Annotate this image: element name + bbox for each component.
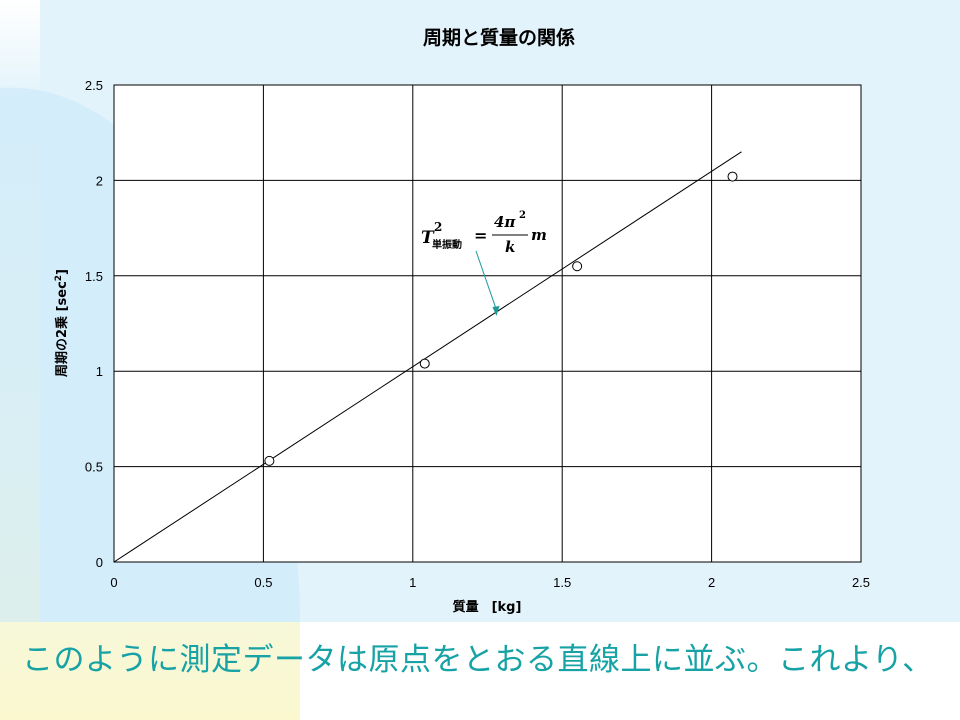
y-axis-label-sup: 2 xyxy=(54,275,64,281)
formula-numerator: 4π xyxy=(494,213,516,231)
plot-border xyxy=(113,84,862,563)
formula-m: m xyxy=(531,226,547,244)
x-tick-label: 0 xyxy=(110,575,117,590)
data-point xyxy=(572,261,583,272)
data-point xyxy=(419,358,430,369)
formula-annotation: T 2 単振動 = 4π 2 k m xyxy=(421,210,547,316)
formula-denominator: k xyxy=(505,238,515,256)
formula-T: T xyxy=(421,228,435,248)
y-axis-label-main: 周期の2乗 [sec xyxy=(54,281,70,377)
formula-T-sup: 2 xyxy=(434,220,442,234)
x-axis-label: 質量 [kg] xyxy=(453,599,522,615)
data-points xyxy=(264,171,738,466)
plot-area xyxy=(114,85,861,562)
chart-title: 周期と質量の関係 xyxy=(423,26,575,49)
y-tick-label: 2.5 xyxy=(85,78,103,93)
formula-equals: = xyxy=(474,226,487,245)
y-axis-label-end: ] xyxy=(55,269,70,275)
y-axis-label: 周期の2乗 [sec2] xyxy=(54,269,70,377)
y-tick-label: 0 xyxy=(96,555,103,570)
formula-numerator-sup: 2 xyxy=(519,210,526,221)
x-tick-label: 1 xyxy=(409,575,416,590)
data-point xyxy=(264,455,275,466)
x-tick-label: 2 xyxy=(708,575,715,590)
grid xyxy=(114,85,861,562)
y-tick-label: 1 xyxy=(96,364,103,379)
y-tick-label: 0.5 xyxy=(85,460,103,475)
y-axis-ticks: 0 0.5 1 1.5 2 2.5 xyxy=(85,78,103,570)
data-point xyxy=(727,171,738,182)
fit-line-group xyxy=(113,151,742,563)
x-tick-label: 1.5 xyxy=(553,575,571,590)
y-tick-label: 1.5 xyxy=(85,269,103,284)
x-axis-ticks: 0 0.5 1 1.5 2 2.5 xyxy=(110,575,870,590)
y-tick-label: 2 xyxy=(96,173,103,188)
fit-line xyxy=(113,151,742,563)
formula-arrow xyxy=(475,250,497,311)
chart: 0 0.5 1 1.5 2 2.5 0 0.5 1 1.5 2 2.5 周期と質量の関係 質量 [k… xyxy=(0,26,870,622)
x-tick-label: 2.5 xyxy=(852,575,870,590)
formula-T-sub: 単振動 xyxy=(432,238,462,251)
x-tick-label: 0.5 xyxy=(254,575,272,590)
caption-background xyxy=(300,622,960,720)
formula-arrowhead xyxy=(492,305,500,316)
caption-text: このように測定データは原点をとおる直線上に並ぶ。これより、 xyxy=(22,642,934,678)
